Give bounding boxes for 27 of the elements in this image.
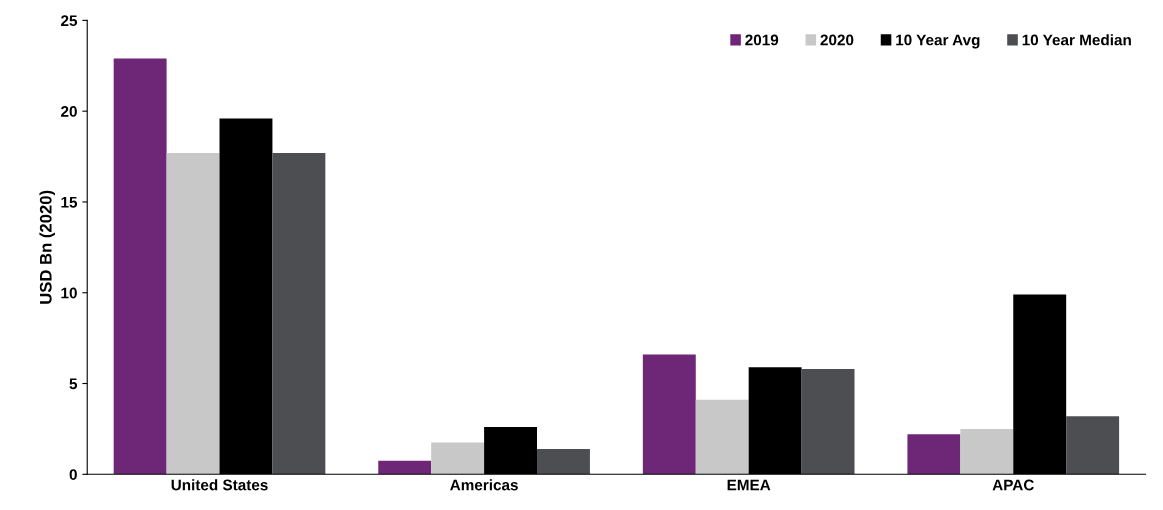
bar — [642, 354, 696, 475]
legend-label: 2019 — [745, 34, 779, 46]
legend-label: 10 Year Avg — [896, 34, 980, 49]
bar — [960, 428, 1014, 475]
y-tick-label: 0 — [69, 469, 77, 480]
bar — [166, 152, 220, 475]
y-tick-label: 10 — [61, 287, 77, 299]
bar — [272, 152, 326, 475]
x-tick-label: EMEA — [727, 479, 771, 491]
x-tick-label: Americas — [450, 479, 518, 491]
y-axis-title: USD Bn (2020) — [39, 190, 55, 304]
bar — [695, 399, 749, 475]
bar — [537, 448, 590, 475]
bar — [113, 58, 167, 475]
y-tick-label: 20 — [61, 106, 77, 117]
y-tick-label: 25 — [61, 15, 78, 27]
x-tick-label: APAC — [992, 479, 1034, 491]
legend-label: 2020 — [820, 34, 854, 46]
bar — [431, 442, 485, 475]
bar — [907, 434, 961, 475]
y-tick-label: 15 — [61, 196, 78, 208]
y-tick-label: 5 — [69, 378, 78, 390]
x-tick-label: United States — [171, 479, 268, 491]
legend-label: 10 Year Median — [1022, 34, 1131, 46]
bar — [1066, 416, 1120, 475]
bar — [801, 369, 855, 475]
bar — [378, 460, 432, 475]
